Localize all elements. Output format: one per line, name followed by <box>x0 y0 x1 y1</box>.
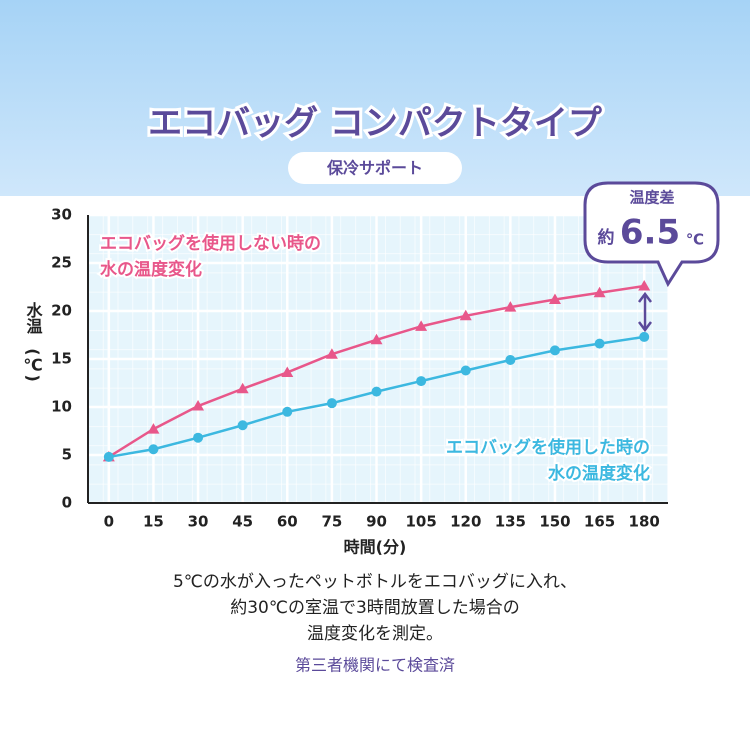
point <box>548 293 561 304</box>
point <box>325 348 338 359</box>
callout-value: 6.5 <box>620 213 680 253</box>
point <box>282 406 293 417</box>
point <box>237 420 248 431</box>
x-axis-label: 時間(分) <box>344 538 407 557</box>
x-tick-label: 60 <box>277 513 298 531</box>
x-tick-label: 45 <box>232 513 253 531</box>
point <box>505 354 516 365</box>
point <box>460 365 471 376</box>
caption-line: 5℃の水が入ったペットボトルをエコバッグに入れ、 <box>173 572 577 592</box>
point <box>415 320 428 331</box>
x-tick-label: 30 <box>188 513 209 531</box>
point <box>281 366 294 377</box>
point <box>549 345 560 356</box>
y-axis-label: (℃) <box>23 348 42 382</box>
x-tick-label: 15 <box>143 513 164 531</box>
point <box>193 432 204 443</box>
point <box>192 400 205 411</box>
x-tick-label: 150 <box>539 513 570 531</box>
x-tick-label: 90 <box>366 513 387 531</box>
point <box>103 451 114 462</box>
badge: 保冷サポート <box>326 159 423 178</box>
point <box>639 331 650 342</box>
point <box>594 338 605 349</box>
callout-bubble <box>583 181 720 288</box>
caption-line: 温度変化を測定。 <box>307 624 443 644</box>
y-axis-label: 水温 <box>24 301 44 334</box>
point <box>593 286 606 298</box>
x-tick-label: 135 <box>495 513 526 531</box>
x-tick-label: 105 <box>405 513 436 531</box>
series-label: 水の温度変化 <box>548 463 650 484</box>
callout-prefix: 約 <box>598 227 615 248</box>
point <box>416 376 427 387</box>
series-label: エコバッグを使用した時の <box>446 437 650 458</box>
point <box>638 280 651 291</box>
y-tick-label: 20 <box>51 302 72 320</box>
caption-line: 約30℃の室温で3時間放置した場合の <box>230 598 520 618</box>
point <box>236 382 249 394</box>
point <box>326 398 337 409</box>
y-tick-label: 10 <box>51 398 72 416</box>
point <box>371 386 382 397</box>
badge-pill <box>288 152 462 184</box>
title: エコバッグ コンパクトタイプ <box>148 104 602 144</box>
point <box>504 301 517 312</box>
point <box>370 333 383 345</box>
y-tick-label: 0 <box>62 494 72 512</box>
x-tick-label: 165 <box>584 513 615 531</box>
callout-label: 温度差 <box>629 189 674 207</box>
y-tick-label: 25 <box>51 254 72 272</box>
point <box>147 423 160 434</box>
point <box>459 309 472 321</box>
y-tick-label: 30 <box>51 206 72 224</box>
point <box>148 444 159 455</box>
series-label: 水の温度変化 <box>100 259 202 280</box>
x-tick-label: 0 <box>104 513 114 531</box>
x-tick-label: 120 <box>450 513 481 531</box>
footnote: 第三者機関にて検査済 <box>295 656 455 675</box>
x-tick-label: 75 <box>321 513 342 531</box>
x-tick-label: 180 <box>629 513 660 531</box>
callout-unit: ℃ <box>686 231 704 249</box>
difference-arrow <box>638 291 652 333</box>
y-tick-label: 15 <box>51 350 72 368</box>
series-label: エコバッグを使用しない時の <box>100 233 321 254</box>
y-tick-label: 5 <box>62 446 72 464</box>
